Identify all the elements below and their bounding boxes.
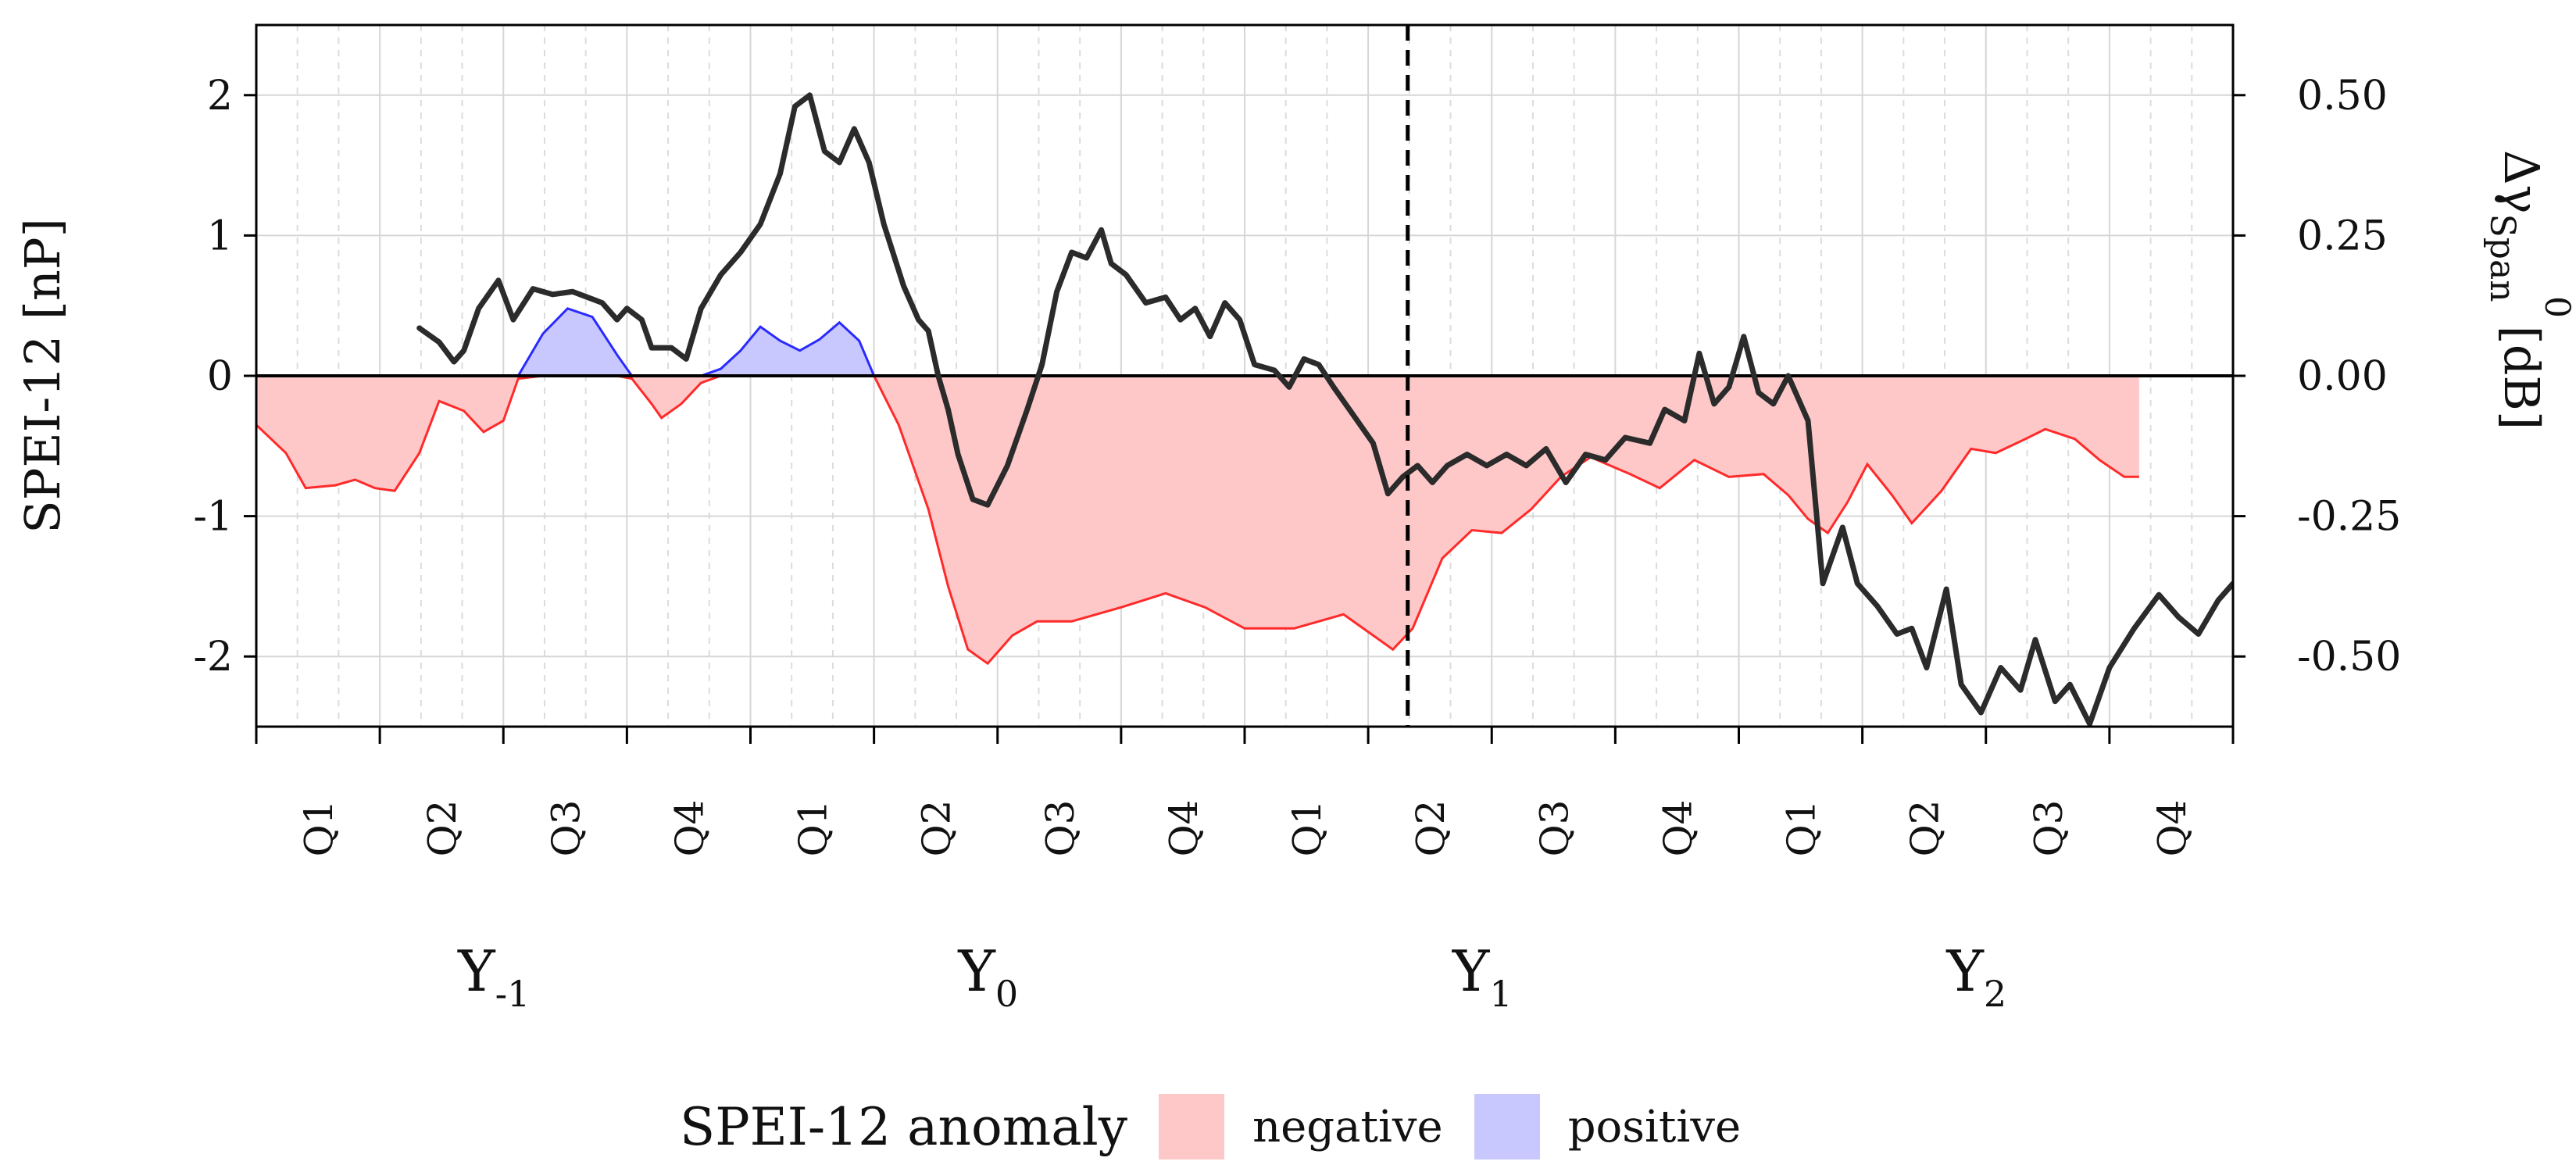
anomaly-fills xyxy=(256,308,2139,664)
y-right-label-sup: 0 xyxy=(2537,296,2576,318)
legend: SPEI-12 anomaly negative positive xyxy=(0,1088,2576,1166)
legend-swatch-negative xyxy=(1159,1094,1225,1159)
spei-negative-line xyxy=(256,374,2139,666)
quarter-label: Q3 xyxy=(2026,800,2071,857)
y-axis-label-right: ΔγSpan [dB] 0 xyxy=(2482,150,2576,430)
quarter-label: Q2 xyxy=(420,800,465,857)
y-right-tick-label: -0.25 xyxy=(2297,494,2401,541)
y-right-label-base: Δγ xyxy=(2493,150,2550,214)
y-right-tick-label: -0.50 xyxy=(2297,634,2401,681)
y-left-tick-label: 2 xyxy=(207,73,233,120)
quarter-label: Q1 xyxy=(1779,800,1824,857)
y-left-tick-label: 0 xyxy=(207,353,233,400)
quarter-label: Q4 xyxy=(666,800,712,857)
quarter-label: Q4 xyxy=(1655,800,1700,857)
y-left-tick-label: -1 xyxy=(193,494,233,541)
negative-anomaly-fill xyxy=(256,376,2139,664)
quarter-label: Q3 xyxy=(1038,800,1083,857)
legend-label-negative: negative xyxy=(1252,1101,1443,1152)
quarter-label: Q1 xyxy=(1284,800,1330,857)
chart-svg: 2 1 0 -1 -2 0.50 0.25 0.00 -0.25 -0.50 Q1 Q2 Q3 Q4 Q1 Q… xyxy=(14,23,2576,1015)
quarter-label: Q2 xyxy=(914,800,959,857)
span-series-line xyxy=(416,92,2233,727)
quarter-label: Q3 xyxy=(543,800,588,857)
y-left-tick-label: 1 xyxy=(207,213,233,259)
axes: 2 1 0 -1 -2 0.50 0.25 0.00 -0.25 -0.50 Q1 Q2 Q3 Q4 Q1 Q… xyxy=(193,23,2401,1015)
quarter-label: Q1 xyxy=(296,800,341,857)
year-label: Y0 xyxy=(957,938,1018,1015)
quarter-label: Q2 xyxy=(1408,800,1453,857)
y-right-label-unit: [dB] xyxy=(2493,326,2550,431)
quarter-label: Q2 xyxy=(1903,800,1948,857)
y-right-label-sub: Span xyxy=(2482,214,2522,302)
legend-swatch-positive xyxy=(1474,1094,1540,1159)
year-label: Y1 xyxy=(1452,938,1513,1015)
quarter-label: Q1 xyxy=(791,800,836,857)
series-lines xyxy=(256,25,2233,727)
quarter-label: Q4 xyxy=(1161,800,1206,857)
y-right-tick-label: 0.00 xyxy=(2297,353,2388,400)
quarter-label: Q3 xyxy=(1531,800,1577,857)
y-left-tick-label: -2 xyxy=(193,634,233,681)
year-label: Y-1 xyxy=(457,938,530,1015)
legend-label-positive: positive xyxy=(1567,1101,1742,1152)
y-right-tick-label: 0.50 xyxy=(2297,73,2388,120)
svg-text:ΔγSpan[dB]: ΔγSpan [dB] xyxy=(2482,150,2550,430)
legend-row: SPEI-12 anomaly negative positive xyxy=(680,1088,1772,1166)
y-axis-label-left: SPEI-12 [nP] xyxy=(14,218,71,534)
legend-title: SPEI-12 anomaly xyxy=(680,1096,1128,1157)
y-right-tick-label: 0.25 xyxy=(2297,213,2388,259)
quarter-label: Q4 xyxy=(2149,800,2195,857)
year-label: Y2 xyxy=(1945,938,2006,1015)
